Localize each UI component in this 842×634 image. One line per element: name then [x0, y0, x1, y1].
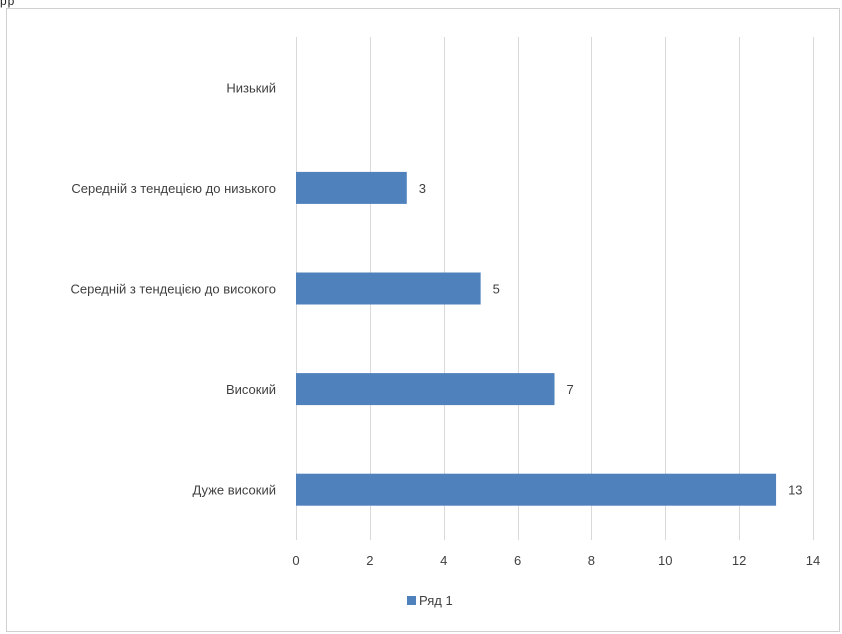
x-tick-label-14: 14: [806, 553, 820, 568]
chart-frame: [6, 8, 840, 632]
data-label-2: 5: [493, 282, 500, 297]
category-label-1: Середній з тендецією до низького: [71, 181, 276, 196]
data-label-3: 7: [567, 382, 574, 397]
bars: [296, 171, 777, 506]
bar-2: [296, 272, 481, 305]
x-tick-label-0: 0: [292, 553, 299, 568]
x-tick-label-4: 4: [440, 553, 447, 568]
legend-swatch: [407, 596, 416, 605]
data-label-1: 3: [419, 181, 426, 196]
bar-1: [296, 171, 407, 204]
x-tick-label-12: 12: [732, 553, 746, 568]
data-labels: 3 5 7 13: [419, 181, 803, 498]
x-axis-tick-labels: 0 2 4 6 8 10 12 14: [292, 553, 820, 568]
x-tick-label-8: 8: [588, 553, 595, 568]
category-label-3: Високий: [226, 382, 276, 397]
x-tick-label-6: 6: [514, 553, 521, 568]
header-fragment: pp: [0, 0, 16, 8]
category-label-0: Низький: [226, 80, 276, 95]
x-tick-label-2: 2: [366, 553, 373, 568]
legend: Ряд 1: [407, 593, 453, 608]
bar-3: [296, 373, 555, 406]
x-tick-label-10: 10: [658, 553, 672, 568]
category-label-2: Середній з тендецією до високого: [71, 282, 276, 297]
legend-label: Ряд 1: [419, 593, 453, 608]
category-label-4: Дуже високий: [192, 483, 276, 498]
bar-4: [296, 473, 777, 506]
data-label-4: 13: [788, 483, 802, 498]
category-labels: Низький Середній з тендецією до низького С…: [71, 80, 276, 497]
